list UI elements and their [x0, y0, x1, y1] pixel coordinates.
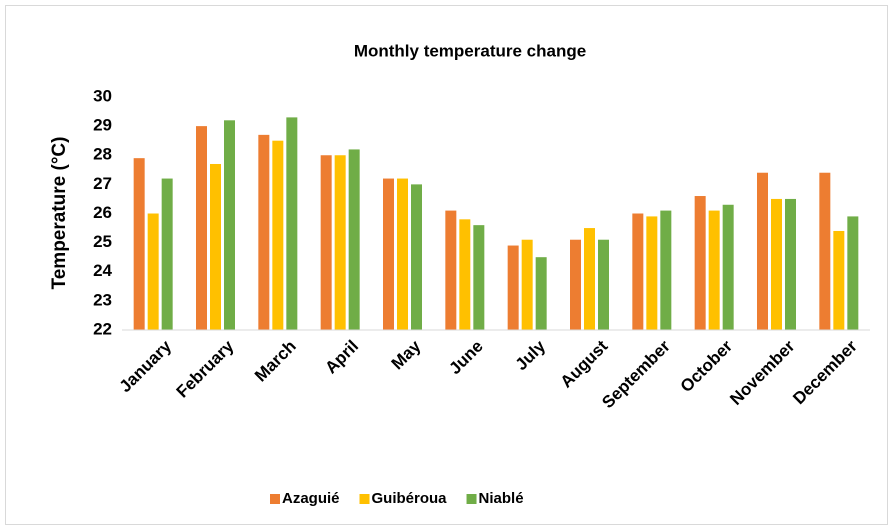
y-tick-label: 30 — [93, 86, 112, 105]
bar — [473, 225, 485, 330]
bar — [397, 178, 408, 330]
bar — [133, 158, 145, 330]
bar — [694, 196, 706, 330]
legend-swatch — [270, 494, 280, 504]
y-tick-label: 27 — [93, 174, 112, 193]
legend-label: Guibéroua — [372, 490, 448, 507]
y-tick-label: 23 — [93, 290, 112, 309]
y-tick-label: 29 — [93, 116, 112, 135]
bar — [521, 239, 533, 330]
bar — [459, 219, 471, 330]
legend-swatch — [466, 494, 477, 504]
bar — [334, 155, 346, 330]
bar — [147, 213, 159, 330]
bar — [833, 230, 845, 330]
bar — [383, 178, 394, 330]
legend-label: Azaguié — [282, 490, 340, 507]
bar — [272, 140, 284, 330]
bar — [320, 155, 332, 330]
y-tick-label: 24 — [93, 261, 112, 280]
bar — [847, 216, 859, 330]
bar — [348, 149, 360, 330]
y-tick-label: 22 — [93, 319, 112, 338]
bar — [598, 239, 609, 330]
bar — [258, 134, 270, 330]
bar — [445, 210, 457, 330]
bar — [632, 213, 644, 330]
bar — [584, 228, 595, 330]
bar — [722, 204, 734, 330]
bar — [196, 126, 207, 330]
y-tick-label: 25 — [93, 232, 112, 251]
y-axis-label: Temperature (°C) — [49, 137, 70, 290]
y-tick-label: 26 — [93, 203, 112, 222]
bar — [757, 172, 768, 330]
bar — [411, 184, 422, 330]
bar — [161, 178, 173, 330]
bar — [535, 257, 547, 330]
chart-title: Monthly temperature change — [354, 41, 586, 60]
bar — [708, 210, 720, 330]
bar — [771, 198, 782, 330]
bar — [286, 117, 298, 330]
bar — [507, 245, 519, 330]
legend-swatch — [359, 494, 370, 504]
bar — [819, 172, 831, 330]
bar — [646, 216, 658, 330]
bar — [660, 210, 672, 330]
y-tick-label: 28 — [93, 145, 112, 164]
bar — [785, 198, 796, 330]
bar — [224, 120, 235, 330]
bar — [210, 163, 221, 330]
bar — [570, 239, 581, 330]
legend-label: Niablé — [479, 490, 524, 507]
